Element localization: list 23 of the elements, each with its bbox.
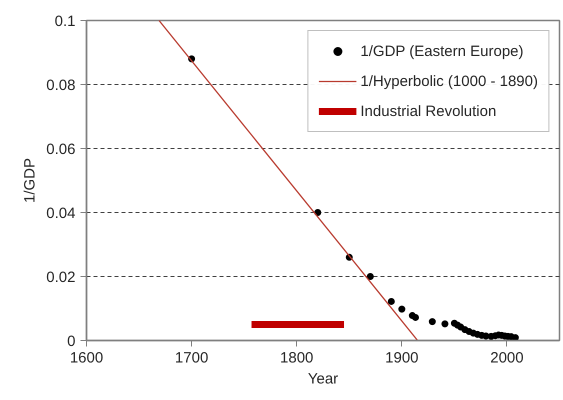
y-tick-label: 0.1 [54,13,76,30]
y-tick-label: 0.08 [46,77,76,94]
point [512,334,519,340]
x-axis-title: Year [308,370,338,388]
y-axis-title: 1/GDP [21,158,38,204]
x-tick-label: 1600 [70,350,104,366]
legend-label: 1/Hyperbolic (1000 - 1890) [360,72,538,90]
y-tick-label: 0.04 [46,205,76,222]
x-tick-label: 1700 [174,350,208,366]
x-tick-label: 1900 [385,350,419,366]
legend-label: 1/GDP (Eastern Europe) [360,42,524,60]
point [398,306,406,313]
point [412,314,419,321]
y-tick-label: 0.06 [46,141,76,158]
x-tick-label: 2000 [490,350,524,366]
point [441,320,448,328]
point [366,273,374,280]
y-tick-label: 0.02 [46,269,76,286]
point [388,298,395,305]
legend-label: Industrial Revolution [360,102,496,120]
x-tick-label: 1800 [280,350,314,366]
point [428,318,436,326]
y-tick-label: 0 [67,333,76,350]
